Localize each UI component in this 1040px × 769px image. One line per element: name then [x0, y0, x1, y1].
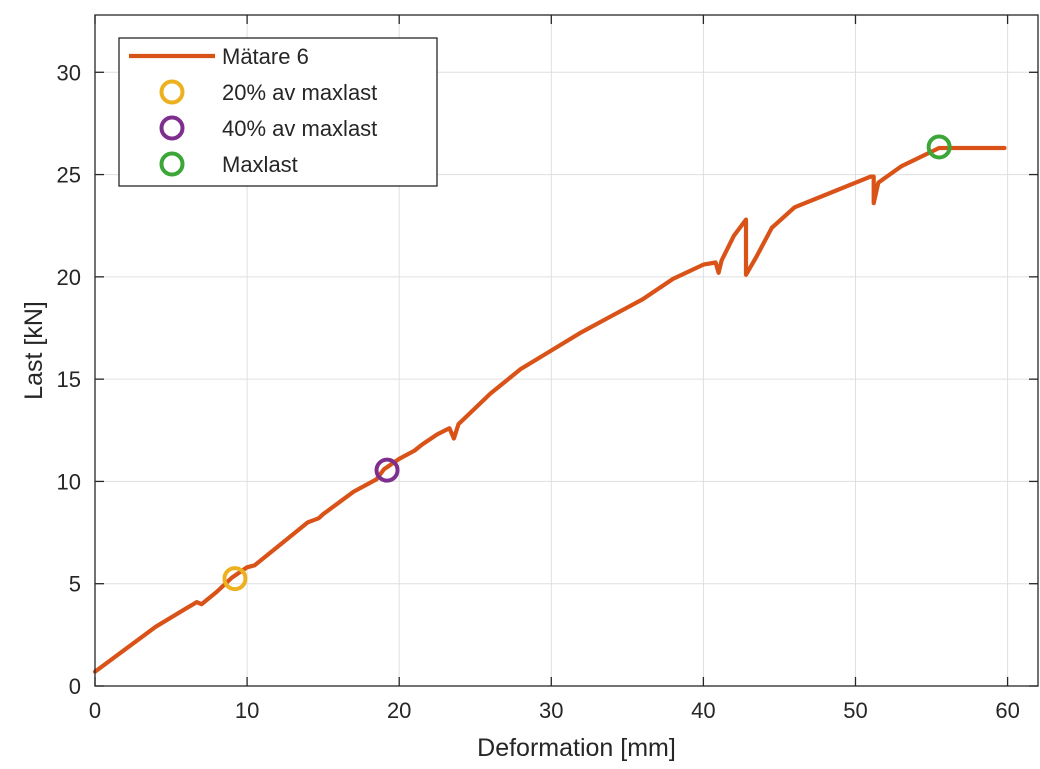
marker-point	[222, 566, 248, 592]
x-tick-label: 10	[235, 698, 259, 723]
y-tick-label: 20	[57, 265, 81, 290]
axes-box	[94, 14, 1039, 687]
legend-entry-label: Mätare 6	[222, 44, 309, 69]
legend-entry-label: 20% av maxlast	[222, 80, 377, 105]
series-line-matare-6	[92, 145, 1007, 674]
legend-box	[118, 37, 438, 187]
y-tick-label: 10	[57, 469, 81, 494]
legend-entry-label: Maxlast	[222, 152, 298, 177]
y-tick-label: 0	[69, 674, 81, 699]
x-tick-label: 40	[691, 698, 715, 723]
legend-marker-swatch	[159, 79, 185, 105]
legend-entry-label: 40% av maxlast	[222, 116, 377, 141]
y-tick-label: 15	[57, 367, 81, 392]
x-tick-label: 60	[995, 698, 1019, 723]
legend-marker-swatch	[159, 151, 185, 177]
x-axis-label: Deformation [mm]	[477, 734, 676, 762]
y-axis-label: Last [kN]	[20, 301, 48, 400]
series-layer	[92, 134, 1007, 674]
marker-point	[926, 134, 952, 160]
x-tick-label: 20	[387, 698, 411, 723]
y-tick-label: 30	[57, 60, 81, 85]
x-tick-label: 0	[89, 698, 101, 723]
marker-point	[374, 457, 400, 483]
legend-marker-swatch	[159, 115, 185, 141]
ticks: 0 10 20 30 40 50 60 0 5 10 15 20 25 30	[57, 15, 1038, 723]
legend: Mätare 6 20% av maxlast 40% av maxlast Maxl…	[118, 37, 438, 187]
x-tick-label: 30	[539, 698, 563, 723]
y-tick-label: 5	[69, 572, 81, 597]
y-tick-label: 25	[57, 163, 81, 188]
x-tick-label: 50	[843, 698, 867, 723]
